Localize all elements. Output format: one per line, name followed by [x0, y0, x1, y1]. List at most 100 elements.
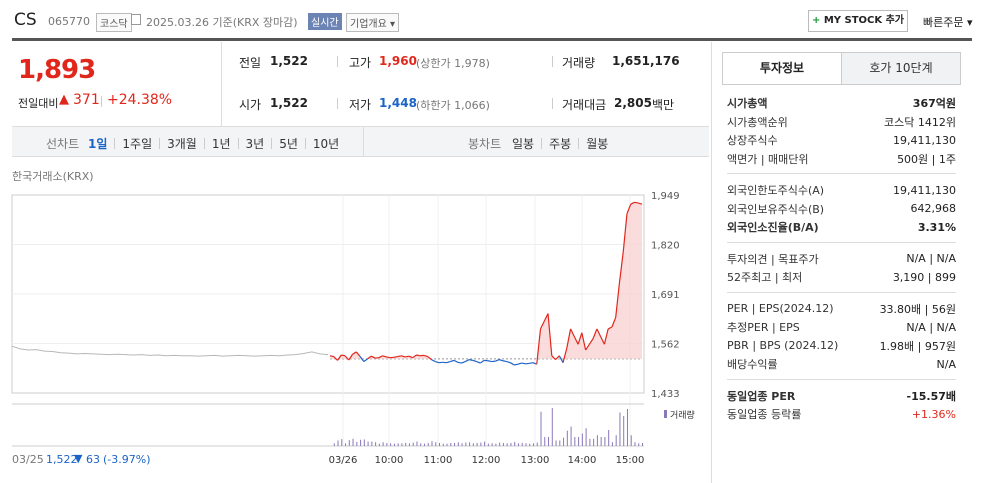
volume-bar — [341, 439, 343, 446]
price-segment — [453, 359, 459, 363]
volume-bar — [626, 409, 628, 446]
price-segment — [566, 328, 572, 349]
volume-bar — [491, 443, 493, 446]
price-segment — [363, 358, 368, 363]
volume-bar — [581, 433, 583, 446]
price-segment — [588, 338, 594, 345]
volume-bar — [589, 438, 591, 446]
volume-bar — [540, 411, 542, 446]
volume-bar — [638, 443, 640, 446]
par-value: 500원 | 1주 — [897, 152, 956, 166]
high-value: 1,960 — [379, 54, 417, 68]
tab-line-period-6[interactable]: 10년 — [312, 137, 340, 151]
foreign-hold-row: 외국인보유주식수(B) 642,968 — [727, 200, 956, 219]
volume-bar — [393, 443, 395, 446]
y-tick-label: 1,691 — [651, 290, 680, 301]
shares-value: 19,411,130 — [893, 133, 956, 147]
volume-bar — [476, 442, 478, 446]
divider — [337, 98, 338, 109]
market-cap-label[interactable]: 시가총액 — [727, 97, 768, 111]
volume-bar — [544, 437, 546, 446]
tab-line-period-4[interactable]: 3년 — [245, 137, 265, 151]
foreign-ratio-label[interactable]: 외국인소진율(B/A) — [727, 221, 819, 235]
x-tick-label: 03/26 — [329, 455, 358, 466]
volume-bar — [363, 439, 365, 446]
tab-line-period-2[interactable]: 3개월 — [167, 137, 197, 151]
rank-label[interactable]: 시가총액순위 — [727, 115, 788, 129]
mystock-button[interactable]: + MY STOCK 추가 — [808, 10, 908, 32]
price-segment — [618, 252, 624, 283]
open-label: 시가 — [239, 98, 262, 112]
volume-bar — [416, 441, 418, 446]
price-segment — [638, 202, 643, 205]
low-value: 1,448 — [379, 96, 417, 110]
volume-bar — [608, 430, 610, 446]
prev-day-label: 03/25 — [12, 453, 44, 466]
volume-bar — [570, 426, 572, 446]
quick-order-button[interactable]: 빠른주문 ▾ — [923, 14, 973, 30]
price-segment — [630, 201, 635, 205]
est-per-label[interactable]: 추정PER | EPS — [727, 321, 800, 335]
divider — [221, 42, 222, 126]
opinion-value: N/A | N/A — [906, 252, 956, 266]
line-chart-label: 선차트 — [46, 137, 80, 151]
week52-label[interactable]: 52주최고 | 최저 — [727, 271, 803, 285]
section-divider — [727, 291, 956, 293]
price-chart[interactable]: 1,949 1,820 1,691 1,562 1,433 03/26 10:00 11:00… — [0, 180, 712, 483]
tab-invest-info[interactable]: 투자정보 — [723, 53, 842, 84]
volume-bar — [611, 442, 613, 446]
volume-bar — [461, 443, 463, 446]
tab-line-period-3[interactable]: 1년 — [211, 137, 231, 151]
pbr-label[interactable]: PBR | BPS (2024.12) — [727, 339, 839, 353]
tab-line-period-1[interactable]: 1주일 — [122, 137, 153, 151]
divider — [304, 138, 306, 149]
volume-bar — [405, 442, 407, 446]
section-divider — [727, 173, 956, 174]
volume-bar — [472, 443, 474, 446]
par-label[interactable]: 액면가 | 매매단위 — [727, 152, 809, 166]
volume-bar — [371, 441, 373, 446]
volume-bar — [401, 443, 403, 446]
section-divider — [727, 241, 956, 243]
tab-line-period-0[interactable]: 1일 — [88, 137, 108, 151]
up-area — [330, 202, 642, 359]
est-per-value: N/A | N/A — [906, 320, 956, 334]
prev-close-value: 1,522 — [270, 54, 308, 68]
div-label[interactable]: 배당수익률 — [727, 358, 778, 372]
tab-candle-period-1[interactable]: 주봉 — [549, 137, 572, 151]
price-segment — [412, 354, 417, 359]
opinion-label[interactable]: 투자의견 | 목표주가 — [727, 252, 819, 266]
opinion-row: 투자의견 | 목표주가 N/A | N/A — [727, 250, 956, 269]
chart-source: 한국거래소(KRX) — [12, 170, 94, 183]
volume-bar — [536, 442, 538, 446]
price-segment — [423, 354, 428, 358]
per-row: PER | EPS(2024.12) 33.80배 | 56원 — [727, 300, 956, 319]
tab-candle-period-0[interactable]: 일봉 — [512, 137, 535, 151]
price-segment — [615, 282, 621, 318]
price-segment — [514, 363, 519, 366]
sector-rate-label[interactable]: 동일업종 등락률 — [727, 408, 802, 422]
down-arrow-icon: ▼ — [74, 452, 83, 465]
per-label[interactable]: PER | EPS(2024.12) — [727, 302, 834, 316]
shares-label[interactable]: 상장주식수 — [727, 134, 778, 148]
volume-bar — [408, 443, 410, 446]
tab-candle-period-2[interactable]: 월봉 — [586, 137, 609, 151]
volume-bar — [514, 441, 516, 446]
volume-bar — [604, 437, 606, 446]
divider — [337, 56, 338, 67]
volume-bar — [465, 442, 467, 446]
foreign-hold-label[interactable]: 외국인보유주식수(B) — [727, 202, 825, 216]
price-segment — [333, 356, 338, 361]
volume-bar — [423, 443, 425, 446]
price-segment — [536, 328, 542, 365]
volume-bar — [442, 443, 444, 446]
x-tick-label: 13:00 — [521, 455, 550, 466]
open-value: 1,522 — [270, 96, 308, 110]
tab-line-period-5[interactable]: 5년 — [279, 137, 298, 151]
foreign-limit-label[interactable]: 외국인한도주식수(A) — [727, 184, 825, 198]
company-info-button[interactable]: 기업개요 ▾ — [346, 13, 400, 32]
tab-orderbook[interactable]: 호가 10단계 — [842, 53, 960, 84]
divider — [159, 138, 161, 149]
realtime-badge[interactable]: 실시간 — [308, 13, 342, 30]
sector-per-label[interactable]: 동일업종 PER — [727, 389, 796, 403]
